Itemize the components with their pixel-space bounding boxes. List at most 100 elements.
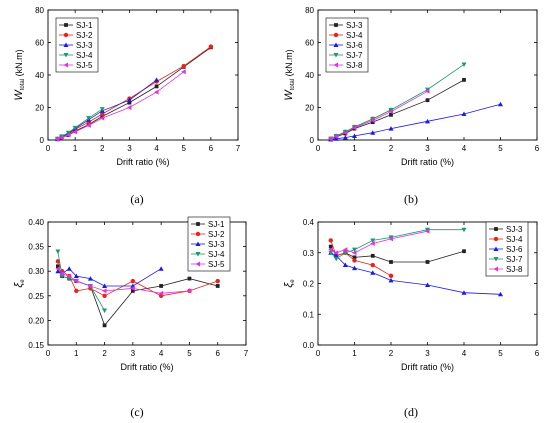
legend: SJ-3SJ-4SJ-6SJ-7SJ-8	[485, 221, 529, 277]
data-point	[425, 98, 430, 103]
data-point	[388, 109, 393, 115]
legend-item: SJ-8	[329, 61, 363, 70]
x-tick-label: 1	[73, 144, 78, 153]
data-point	[72, 125, 78, 131]
legend-item: SJ-5	[59, 61, 93, 70]
y-tick-label: 40	[35, 71, 44, 80]
y-tick-label: 80	[35, 6, 44, 15]
marker-triangle-down	[63, 53, 69, 58]
y-axis-label: Wtotal (kN.m)	[283, 49, 296, 100]
data-point	[425, 260, 430, 264]
data-point	[65, 130, 71, 136]
data-point	[72, 129, 78, 135]
data-point	[352, 255, 357, 260]
y-tick-label: 0.20	[28, 316, 44, 325]
data-point	[87, 276, 93, 281]
data-point	[102, 283, 108, 288]
data-point	[370, 130, 376, 135]
data-point	[342, 135, 348, 140]
y-tick-label: 60	[35, 39, 44, 48]
data-point	[86, 122, 91, 128]
data-point	[352, 133, 357, 138]
series-line	[57, 261, 218, 297]
x-tick-label: 5	[498, 144, 503, 153]
data-point	[99, 107, 105, 112]
data-point	[55, 249, 61, 255]
data-point	[130, 288, 135, 293]
data-point	[328, 247, 333, 253]
legend-item: SJ-6	[329, 41, 363, 50]
x-tick-label: 4	[154, 144, 159, 153]
data-point	[370, 262, 375, 268]
y-axis-label-sub: e	[290, 279, 296, 283]
data-point	[328, 238, 333, 243]
data-point	[102, 323, 107, 328]
x-axis-label: Drift ratio (%)	[120, 362, 173, 372]
data-point	[333, 133, 339, 139]
data-point	[342, 247, 348, 253]
data-point	[333, 253, 339, 258]
legend: SJ-1SJ-2SJ-3SJ-4SJ-5	[55, 17, 99, 73]
data-point	[425, 228, 430, 234]
data-point	[59, 271, 65, 277]
x-tick-label: 1	[352, 349, 357, 358]
data-point	[462, 77, 466, 82]
data-point	[370, 253, 375, 258]
panel-c: 0 1 2 3 4 5 6 7 0.15 0.20 0.25 0.30 0.35 0.40 Drift ra…	[13, 216, 249, 372]
legend-item: SJ-7	[489, 255, 523, 264]
x-tick-label: 5	[498, 349, 503, 358]
x-tick-label: 2	[102, 349, 107, 358]
data-point	[352, 265, 357, 271]
series-line	[330, 103, 501, 140]
plot-frame	[47, 9, 239, 141]
data-point	[102, 288, 107, 294]
data-point	[370, 118, 375, 123]
legend-label: SJ-8	[346, 61, 363, 70]
legend-label: SJ-4	[346, 31, 363, 40]
caption-d: (d)	[404, 405, 418, 419]
x-tick-label: 4	[462, 349, 467, 358]
series-line	[57, 108, 103, 140]
legend-item: SJ-3	[59, 41, 93, 50]
marker-triangle-down	[333, 53, 339, 58]
data-point	[333, 256, 339, 262]
data-point	[154, 77, 160, 82]
legend-label: SJ-7	[506, 255, 523, 264]
series-line	[330, 229, 464, 260]
data-point	[388, 273, 394, 279]
data-point	[215, 278, 220, 284]
data-point	[389, 260, 393, 264]
legend-item: SJ-5	[191, 260, 225, 269]
x-tick-label: 4	[159, 349, 164, 358]
legend-item: SJ-3	[489, 225, 523, 234]
y-tick-label: 20	[305, 104, 314, 113]
legend: SJ-1SJ-2SJ-3SJ-4SJ-5	[187, 216, 231, 272]
data-point	[126, 97, 132, 103]
data-point	[352, 125, 357, 131]
data-point	[187, 276, 192, 281]
x-tick-label: 6	[535, 144, 540, 153]
legend-label: SJ-2	[76, 31, 93, 40]
legend-label: SJ-4	[208, 250, 225, 259]
x-tick-label: 0	[316, 349, 321, 358]
data-point	[99, 115, 105, 121]
y-tick-label: 80	[305, 6, 314, 15]
data-point	[102, 293, 107, 298]
legend-item: SJ-8	[489, 265, 523, 274]
marker-circle	[63, 32, 69, 38]
x-tick-label: 2	[389, 349, 394, 358]
x-tick-label: 3	[425, 349, 430, 358]
legend-item: SJ-4	[59, 51, 93, 60]
plot-frame	[317, 221, 538, 346]
data-point	[328, 250, 334, 256]
data-point	[342, 262, 348, 268]
series-line	[330, 246, 465, 263]
data-point	[65, 132, 71, 138]
legend-label: SJ-4	[76, 51, 93, 60]
marker-circle	[195, 231, 201, 237]
data-point	[100, 114, 105, 119]
data-point	[73, 278, 79, 284]
legend-label: SJ-6	[346, 41, 363, 50]
y-tick-label: 0.2	[303, 280, 315, 289]
